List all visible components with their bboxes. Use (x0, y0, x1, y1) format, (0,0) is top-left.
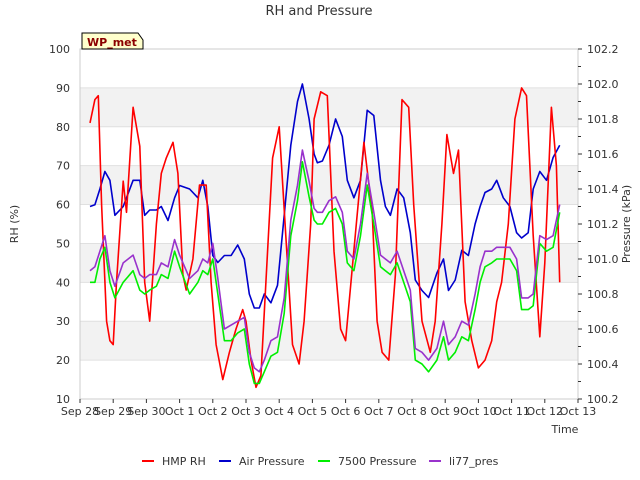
x-tick-label: Oct 5 (298, 405, 328, 418)
legend-label: li77_pres (449, 455, 499, 468)
grid-band (80, 165, 578, 205)
right-tick-label: 100.6 (587, 323, 619, 336)
x-tick-label: Oct 10 (460, 405, 497, 418)
grid-band (80, 321, 578, 361)
series-line-li77-pres (89, 149, 561, 373)
x-tick-label: Sep 28 (61, 405, 99, 418)
legend-item: Air Pressure (219, 455, 305, 468)
legend-label: Air Pressure (239, 455, 305, 468)
legend-label: HMP RH (162, 455, 206, 468)
x-tick-label: Oct 9 (430, 405, 460, 418)
x-tick-label: Oct 6 (331, 405, 361, 418)
right-tick-label: 101.4 (587, 183, 619, 196)
right-tick-label: 101.6 (587, 148, 619, 161)
x-tick-label: Sep 29 (94, 405, 132, 418)
right-tick-label: 102.2 (587, 43, 619, 56)
left-tick-label: 90 (56, 82, 70, 95)
x-tick-label: Oct 1 (165, 405, 195, 418)
x-tick-label: Sep 30 (127, 405, 165, 418)
right-axis-ticks: 100.2 100.4 100.6 100.8 101.0 101.2 101.4 101.6… (578, 43, 619, 406)
right-axis-title: Pressure (kPa) (620, 185, 633, 263)
x-tick-label: Oct 7 (364, 405, 394, 418)
x-axis-title: Time (551, 423, 579, 436)
legend-label: 7500 Pressure (338, 455, 417, 468)
left-tick-label: 30 (56, 315, 70, 328)
right-tick-label: 101.0 (587, 253, 619, 266)
left-tick-label: 20 (56, 354, 70, 367)
chart-title: RH and Pressure (265, 4, 372, 19)
left-axis-ticks: 10 20 30 40 50 60 70 80 90 100 (49, 43, 70, 406)
left-tick-label: 50 (56, 237, 70, 250)
right-tick-label: 100.8 (587, 288, 619, 301)
x-tick-label: Oct 2 (198, 405, 228, 418)
series-line-hmp-rh (89, 87, 561, 389)
right-tick-label: 101.2 (587, 218, 619, 231)
legend-item: li77_pres (429, 455, 499, 468)
left-tick-label: 60 (56, 199, 70, 212)
grid-bands (80, 48, 578, 400)
right-tick-label: 100.2 (587, 393, 619, 406)
left-axis-title: RH (%) (8, 205, 21, 243)
left-tick-label: 40 (56, 276, 70, 289)
grid-band (80, 282, 578, 322)
x-tick-label: Oct 8 (397, 405, 427, 418)
left-tick-label: 80 (56, 121, 70, 134)
x-tick-label: Oct 12 (527, 405, 564, 418)
site-label-box: WP_met (81, 32, 144, 50)
site-label-background (81, 32, 144, 50)
series-line-7500-pressure (90, 161, 561, 385)
legend-item: 7500 Pressure (318, 455, 417, 468)
right-tick-label: 100.4 (587, 358, 619, 371)
grid-band (80, 49, 578, 88)
legend: HMP RH Air Pressure 7500 Pressure li77_pres (142, 455, 499, 468)
x-tick-label: Oct 4 (264, 405, 294, 418)
legend-item: HMP RH (142, 455, 206, 468)
site-label: WP_met (87, 36, 137, 49)
right-tick-label: 101.8 (587, 113, 619, 126)
right-tick-label: 102.0 (587, 78, 619, 91)
grid-band (80, 360, 578, 399)
x-tick-label: Oct 13 (560, 405, 597, 418)
series-layer (89, 83, 561, 389)
series-line-air-pressure (89, 83, 561, 309)
left-tick-label: 100 (49, 43, 70, 56)
left-tick-label: 10 (56, 393, 70, 406)
left-tick-label: 70 (56, 160, 70, 173)
x-tick-label: Oct 11 (493, 405, 530, 418)
x-tick-label: Oct 3 (231, 405, 261, 418)
